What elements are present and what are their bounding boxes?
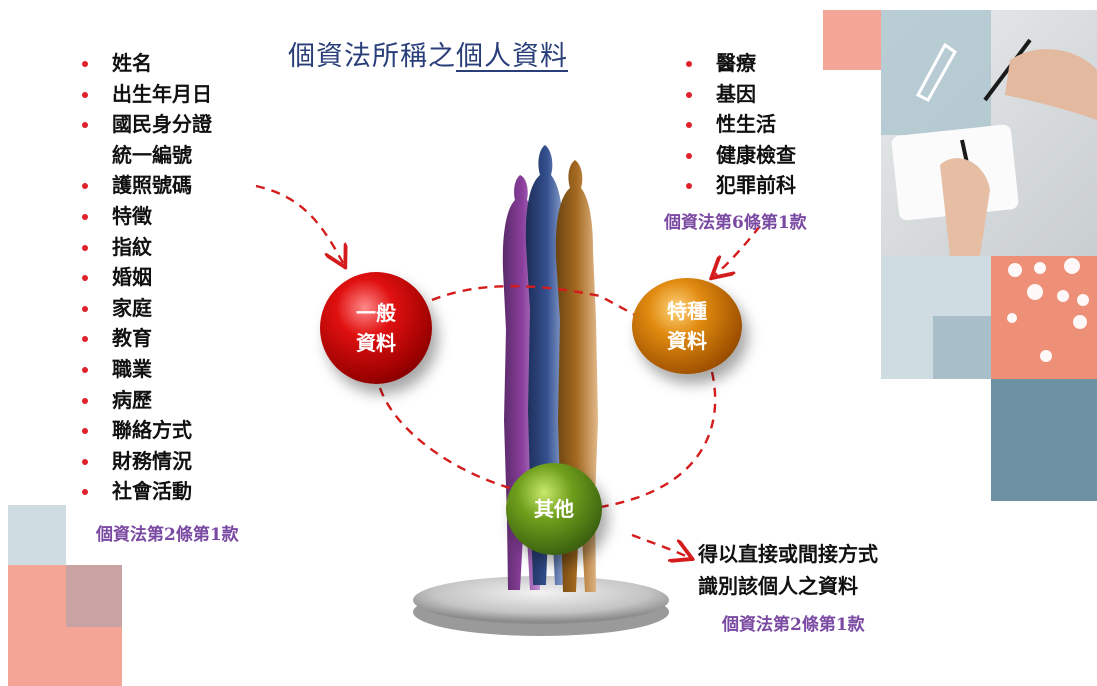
- bullet-icon: [686, 183, 692, 190]
- list-item: 社會活動: [82, 476, 212, 507]
- pedestal: [413, 576, 669, 624]
- deco-block-salmon-top: [823, 10, 881, 70]
- other-data-law: 個資法第2條第1款: [722, 615, 865, 635]
- title-emphasis: 個人資料: [456, 41, 568, 72]
- node-other-label: 其他: [534, 497, 574, 521]
- bullet-icon: [82, 244, 88, 251]
- bullet-icon: [82, 61, 88, 67]
- page-title: 個資法所稱之個人資料: [288, 34, 568, 73]
- list-item: 健康檢查: [686, 140, 796, 171]
- general-data-law: 個資法第2條第1款: [96, 525, 239, 545]
- list-item: 婚姻: [82, 262, 212, 293]
- other-data-line1: 得以直接或間接方式: [698, 542, 878, 566]
- list-item: 職業: [82, 354, 212, 385]
- deco-block-lightblue-left: [8, 505, 66, 565]
- arrow-list-to-general: [255, 184, 343, 263]
- list-item: 特徵: [82, 201, 212, 232]
- node-special-data: 特種 資料: [632, 278, 742, 374]
- node-other-data: 其他: [506, 463, 602, 555]
- general-data-list: 姓名 出生年月日 國民身分證 統一編號 護照號碼 特徵 指紋 婚姻 家庭 教育 …: [82, 48, 212, 507]
- list-item: 國民身分證: [82, 109, 212, 140]
- bullet-icon: [82, 122, 88, 129]
- arrow-other-to-note: [631, 533, 688, 557]
- list-item: 財務情況: [82, 446, 212, 477]
- title-prefix: 個資法所稱之: [288, 41, 456, 72]
- node-general-line1: 一般: [356, 301, 396, 325]
- special-data-law: 個資法第6條第1款: [664, 213, 807, 233]
- list-item: 護照號碼: [82, 170, 212, 201]
- node-general-line2: 資料: [356, 331, 396, 355]
- list-item: 姓名: [82, 48, 212, 79]
- connector-general-special: [431, 284, 636, 317]
- bullet-icon: [686, 152, 692, 159]
- deco-block-mauve-left: [66, 565, 122, 627]
- bullet-icon: [82, 275, 88, 282]
- bullet-icon: [82, 91, 88, 98]
- list-item: 指紋: [82, 232, 212, 263]
- node-special-line1: 特種: [667, 299, 707, 323]
- list-item: 聯絡方式: [82, 415, 212, 446]
- bullet-icon: [82, 336, 88, 343]
- deco-block-lightblue-overlay: [881, 10, 991, 135]
- node-special-line2: 資料: [667, 329, 707, 353]
- list-item: 家庭: [82, 293, 212, 324]
- list-item: 出生年月日: [82, 79, 212, 110]
- photo-paper-balls: [1007, 258, 1089, 362]
- bullet-icon: [82, 366, 88, 373]
- bullet-icon: [82, 183, 88, 190]
- dashed-connectors: [255, 184, 761, 557]
- list-item: 基因: [686, 79, 796, 110]
- special-data-list: 醫療 基因 性生活 健康檢查 犯罪前科: [686, 48, 796, 201]
- list-item: 醫療: [686, 48, 796, 79]
- arrow-law-to-special: [715, 225, 761, 275]
- deco-block-slate: [991, 379, 1097, 501]
- connector-special-other: [599, 371, 717, 509]
- list-item: 統一編號: [112, 142, 192, 167]
- bullet-icon: [82, 213, 88, 220]
- bullet-icon: [82, 305, 88, 312]
- bullet-icon: [82, 397, 88, 404]
- list-item: 教育: [82, 323, 212, 354]
- other-data-line2: 識別該個人之資料: [698, 574, 858, 598]
- list-item: 性生活: [686, 109, 796, 140]
- other-data-note: 得以直接或間接方式 識別該個人之資料: [698, 538, 878, 602]
- node-general-data: 一般 資料: [320, 272, 432, 384]
- bullet-icon: [82, 458, 88, 465]
- deco-block-slate-small: [933, 316, 991, 379]
- bullet-icon: [686, 122, 692, 129]
- bullet-icon: [82, 489, 88, 496]
- photo-writing-details: [891, 38, 1097, 256]
- list-item: 病歷: [82, 385, 212, 416]
- list-item: 犯罪前科: [686, 170, 796, 201]
- bullet-icon: [82, 428, 88, 435]
- connector-general-other: [378, 387, 511, 490]
- bullet-icon: [686, 61, 692, 67]
- bullet-icon: [686, 91, 692, 98]
